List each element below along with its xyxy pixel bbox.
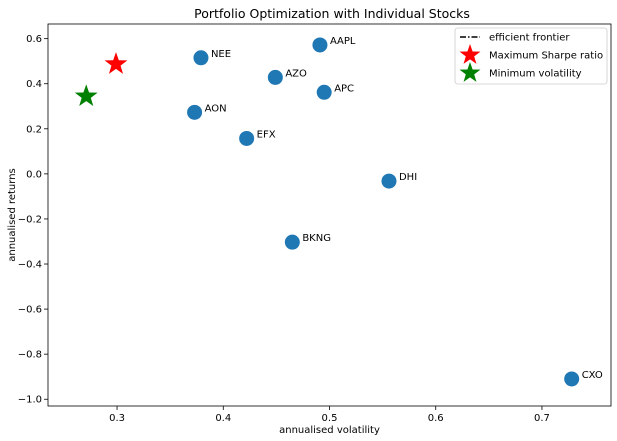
stock-label: DHI: [399, 172, 417, 183]
legend-label: Maximum Sharpe ratio: [489, 51, 603, 62]
stock-point: [267, 69, 283, 85]
x-tick-label: 0.4: [215, 413, 231, 424]
stock-point: [187, 104, 203, 120]
legend-star-marker: [459, 62, 481, 82]
stock-point: [239, 130, 255, 146]
stock-point: [284, 234, 300, 250]
stock-label: AAPL: [330, 36, 356, 47]
y-tick-label: 0.6: [26, 34, 42, 45]
stock-point: [193, 50, 209, 66]
chart-title: Portfolio Optimization with Individual S…: [194, 6, 470, 21]
stock-label: AZO: [285, 68, 307, 79]
optimal-portfolios: [74, 52, 128, 107]
stock-label: AON: [205, 103, 227, 114]
legend-label: efficient frontier: [489, 33, 570, 44]
stock-point: [381, 173, 397, 189]
stock-label: BKNG: [302, 233, 331, 244]
max-sharpe-star: [104, 52, 128, 74]
stock-label: EFX: [257, 129, 276, 140]
stock-point: [316, 84, 332, 100]
legend-star-marker: [459, 44, 481, 64]
legend-box: [454, 27, 608, 85]
stock-point: [312, 37, 328, 53]
stock-point: [564, 371, 580, 387]
y-tick-label: −0.2: [18, 214, 42, 225]
stock-label: APC: [334, 83, 354, 94]
y-tick-label: 0.2: [26, 124, 42, 135]
x-axis-label: annualised volatility: [279, 425, 380, 436]
y-tick-label: −0.4: [18, 260, 42, 271]
legend-label: Minimum volatility: [489, 69, 582, 80]
x-tick-label: 0.6: [428, 413, 444, 424]
x-tick-label: 0.5: [322, 413, 338, 424]
y-tick-label: −0.6: [18, 305, 42, 316]
y-tick-label: −1.0: [18, 395, 42, 406]
y-axis-label: annualised returns: [7, 168, 18, 262]
legend: efficient frontier Maximum Sharpe ratio Mi…: [454, 27, 608, 85]
min-volatility-star: [74, 84, 98, 107]
y-tick-label: 0.4: [26, 79, 42, 90]
scatter-points: NEE AAPL AZO APC AON EFX DHI BKNG CXO: [187, 36, 603, 387]
y-axis: 0.6 0.4 0.2 0.0 −0.2 −0.4 −0.6 −0.8 −1.0: [18, 34, 48, 406]
x-tick-label: 0.7: [534, 413, 550, 424]
stock-label: CXO: [582, 370, 603, 381]
y-tick-label: −0.8: [18, 350, 42, 361]
x-tick-label: 0.3: [109, 413, 125, 424]
x-axis: 0.3 0.4 0.5 0.6 0.7: [109, 406, 550, 424]
stock-label: NEE: [211, 49, 231, 60]
y-tick-label: 0.0: [26, 169, 42, 180]
